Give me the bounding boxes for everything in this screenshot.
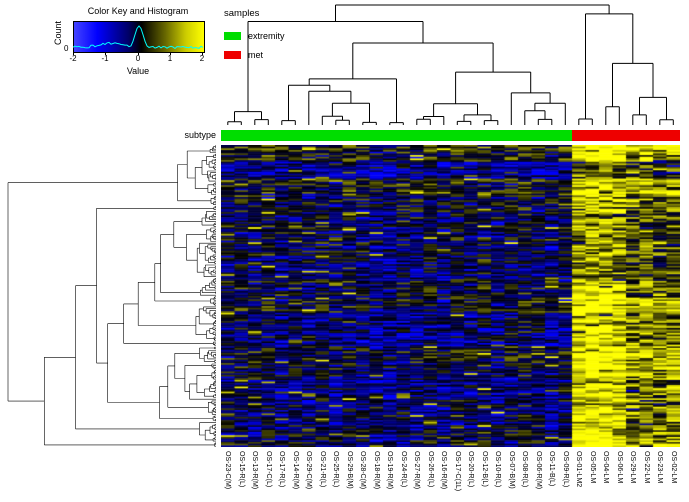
- column-label: OS-13-R(M): [251, 451, 259, 490]
- extremity-bar-segment: [221, 130, 572, 141]
- column-dendrogram: [227, 4, 674, 125]
- color-key-tick: -2: [69, 54, 77, 63]
- column-label: OS-18-R(M): [372, 451, 380, 490]
- column-label: OS-17-R(L): [278, 451, 286, 488]
- color-key-tickmark: [138, 52, 139, 55]
- column-label: OS-20-R(L): [467, 451, 475, 488]
- color-key-histogram: [73, 25, 203, 50]
- column-label: OS-12-B(L): [480, 451, 488, 487]
- column-label: OS-11-B(L): [548, 451, 556, 487]
- color-key-panel: Color Key and Histogram -2 -1 0 1 2 Valu…: [53, 6, 218, 92]
- color-key-ytick: 0: [64, 44, 69, 53]
- column-label: OS-29-C(M): [305, 451, 313, 490]
- met-bar-segment: [572, 130, 680, 141]
- met-color-swatch: [224, 51, 241, 59]
- legend-item-extremity: extremity: [224, 31, 285, 41]
- color-key-tick: -1: [101, 54, 109, 63]
- column-label: OS-17-C(L): [264, 451, 272, 488]
- color-key-tickmark: [73, 52, 74, 55]
- column-label: OS-09-R(L): [561, 451, 569, 488]
- histogram-trace: [73, 25, 203, 50]
- color-key-ylabel: Count: [53, 20, 64, 46]
- color-key-tickmark: [105, 52, 106, 55]
- extremity-color-swatch: [224, 32, 241, 40]
- column-label: OS-27-R(M): [413, 451, 421, 490]
- samples-legend-title: samples: [224, 8, 260, 19]
- column-labels: OS-23-C(M) OS-15-R(L) OS-13-R(M) OS-17-C(L)…: [221, 449, 680, 502]
- column-label: OS-25-R(L): [332, 451, 340, 488]
- column-label: OS-10-R(L): [494, 451, 502, 488]
- column-label: OS-15-R(L): [237, 451, 245, 488]
- color-key-tick: 1: [167, 54, 173, 63]
- col-side-colors: [221, 130, 680, 141]
- samples-legend: samples extremity met: [224, 8, 285, 69]
- extremity-label: extremity: [248, 31, 285, 41]
- column-label: OS-24-R(L): [399, 451, 407, 488]
- subtype-label: subtype: [184, 130, 216, 140]
- column-label: OS-26-R(L): [426, 451, 434, 488]
- column-label: OS-14-R(M): [291, 451, 299, 490]
- color-key-xlabel: Value: [126, 66, 150, 76]
- column-label: OS-06-LM: [615, 451, 623, 484]
- column-label: OS-01-LM2: [575, 451, 583, 488]
- color-key-tickmark: [170, 52, 171, 55]
- column-label: OS-02-LM: [669, 451, 677, 484]
- column-label: OS-19-R(M): [386, 451, 394, 490]
- column-label: OS-22-LM: [642, 451, 650, 484]
- column-label: OS-29-B(M): [345, 451, 353, 489]
- column-label: OS-21-R(L): [318, 451, 326, 488]
- met-label: met: [248, 50, 264, 60]
- color-key-tick: 2: [199, 54, 205, 63]
- column-label: OS-16-R(M): [440, 451, 448, 490]
- column-label: OS-23-C(M): [224, 451, 232, 490]
- column-label: OS-28-C(M): [359, 451, 367, 490]
- column-label: OS-04-LM: [602, 451, 610, 484]
- color-key-tick: 0: [135, 54, 141, 63]
- color-key-tickmark: [202, 52, 203, 55]
- row-dendrogram: [7, 145, 216, 447]
- color-key-title: Color Key and Histogram: [87, 6, 189, 16]
- legend-item-met: met: [224, 50, 285, 60]
- column-label: OS-29-LM: [629, 451, 637, 484]
- column-label: OS-05-LM: [588, 451, 596, 484]
- column-label: OS-07-B(M): [507, 451, 515, 489]
- column-label: OS-08-R(L): [521, 451, 529, 488]
- column-label: OS-06-R(M): [534, 451, 542, 490]
- column-label: OS-23-LM: [656, 451, 664, 484]
- column-label: OS-17-C(1L): [453, 451, 461, 492]
- heatmap-canvas: [221, 145, 680, 447]
